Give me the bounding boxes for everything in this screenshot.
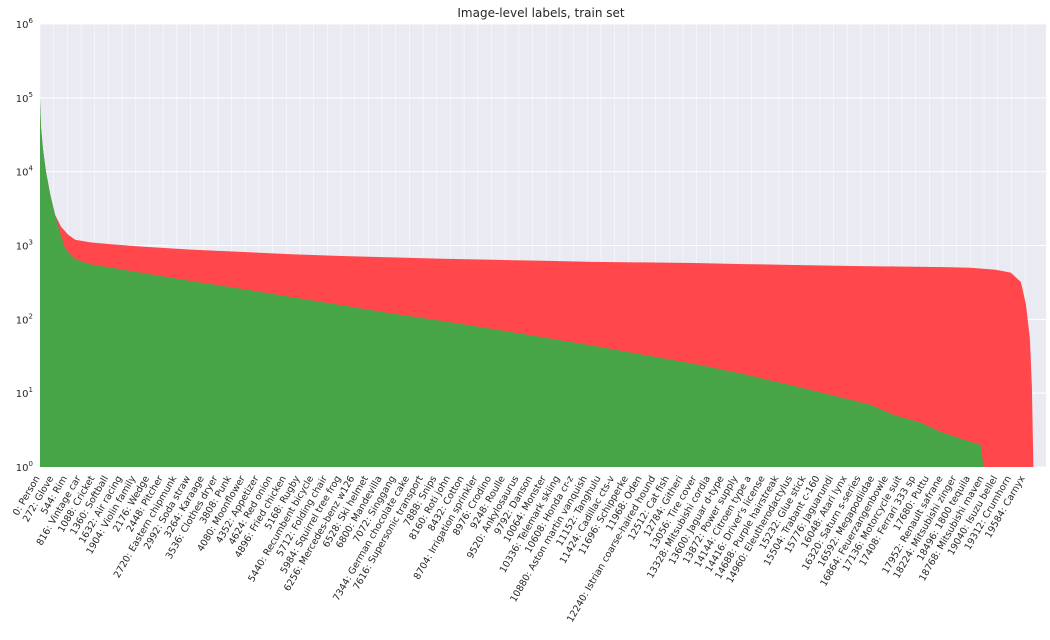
y-tick-label: 106 (16, 17, 34, 31)
chart-title: Image-level labels, train set (457, 6, 625, 20)
verified-area (40, 97, 1046, 468)
y-tick-label: 100 (16, 460, 33, 474)
y-tick-label: 103 (16, 239, 33, 253)
y-tick-label: 102 (16, 312, 33, 326)
series-areas (40, 97, 1046, 468)
y-tick-label: 101 (16, 386, 33, 400)
y-tick-label: 105 (16, 91, 33, 105)
y-axis: 100 101 102 103 104 105 106 (16, 17, 34, 474)
y-tick-label: 104 (16, 165, 34, 179)
